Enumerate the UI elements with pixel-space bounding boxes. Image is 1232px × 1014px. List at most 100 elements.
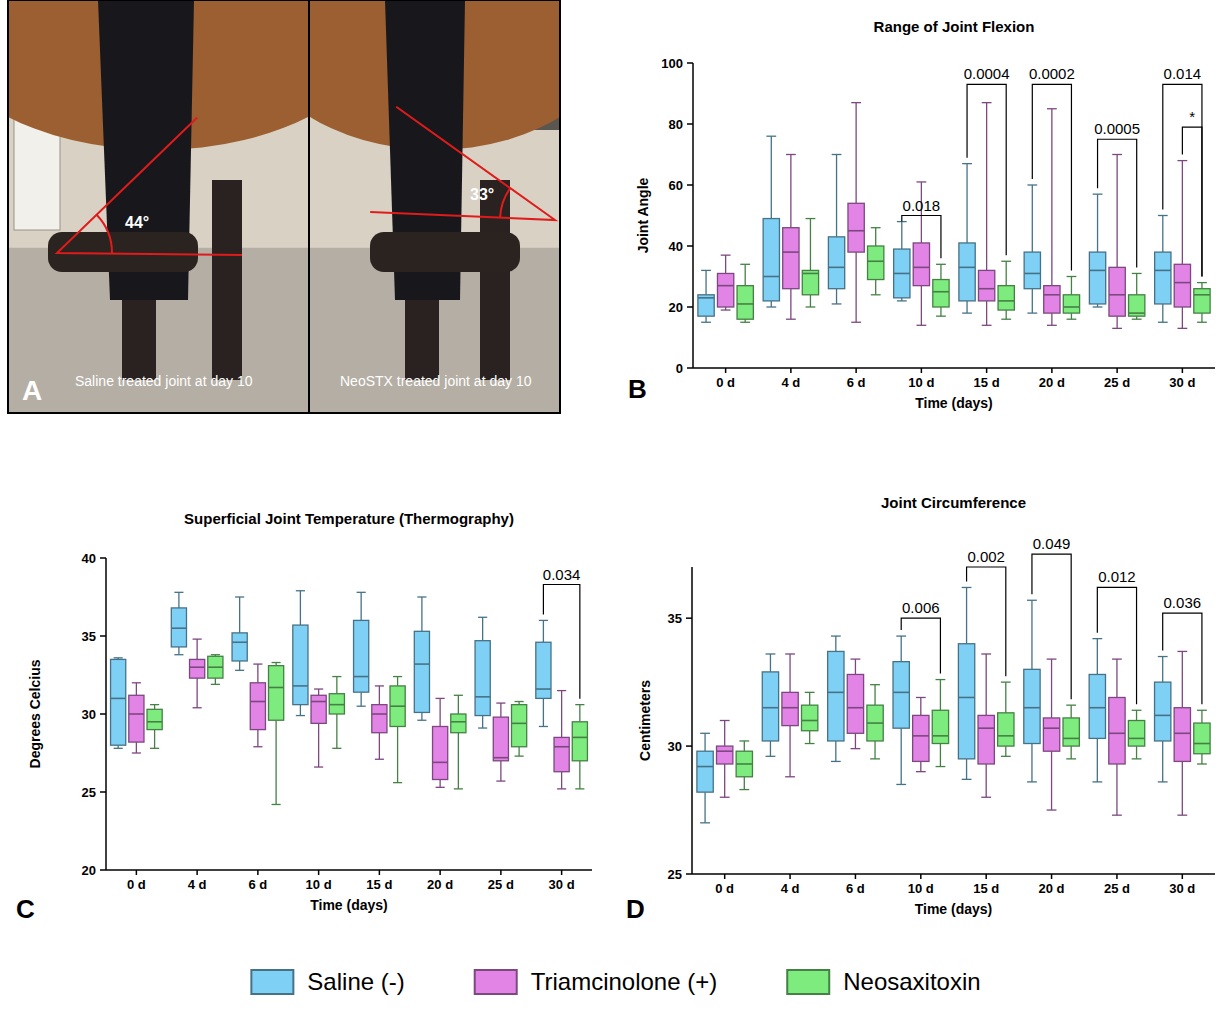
whisker-cap xyxy=(539,620,548,621)
whisker-lower xyxy=(178,647,179,655)
x-axis-title: Time (days) xyxy=(915,395,993,411)
significance-label: 0.0005 xyxy=(1094,120,1140,137)
box xyxy=(933,280,949,307)
y-tick-label: 30 xyxy=(668,739,682,754)
whisker-upper xyxy=(561,691,562,738)
x-tick-label: 30 d xyxy=(1169,881,1195,896)
x-axis-title: Time (days) xyxy=(915,901,993,917)
whisker-cap xyxy=(720,797,730,798)
whisker-lower xyxy=(1136,746,1137,759)
significance-label: * xyxy=(1189,108,1195,125)
whisker-cap xyxy=(211,684,220,685)
box xyxy=(536,642,551,698)
whisker-upper xyxy=(770,654,771,672)
y-axis xyxy=(692,63,694,368)
whisker-cap xyxy=(1001,261,1011,262)
whisker-upper xyxy=(1005,682,1006,713)
whisker-cap xyxy=(936,679,946,680)
whisker-cap xyxy=(174,654,183,655)
whisker-lower xyxy=(921,286,922,326)
significance-label: 0.018 xyxy=(903,197,941,214)
box xyxy=(782,692,798,725)
y-tick-label: 100 xyxy=(661,56,683,71)
x-tick xyxy=(561,870,563,875)
median xyxy=(1109,732,1125,734)
whisker-lower xyxy=(1051,313,1052,325)
whisker-cap xyxy=(296,715,305,716)
whisker-upper xyxy=(705,270,706,294)
x-tick-label: 4 d xyxy=(781,375,800,390)
box xyxy=(390,686,405,727)
whisker-lower xyxy=(986,764,987,797)
whisker-cap xyxy=(1027,312,1037,313)
x-tick-label: 10 d xyxy=(908,375,934,390)
whisker-cap xyxy=(1158,656,1168,657)
whisker-upper xyxy=(1182,651,1183,707)
x-tick xyxy=(196,870,198,875)
whisker-cap xyxy=(193,707,202,708)
significance-bracket xyxy=(1097,587,1136,704)
whisker-upper xyxy=(790,155,791,228)
median xyxy=(978,727,994,729)
whisker-upper xyxy=(875,228,876,246)
whisker-upper xyxy=(1201,710,1202,723)
y-tick xyxy=(686,617,692,619)
whisker-upper xyxy=(901,222,902,249)
median xyxy=(1174,282,1190,284)
whisker-lower xyxy=(809,731,810,744)
whisker-cap xyxy=(1027,184,1037,185)
box xyxy=(354,620,369,692)
x-tick xyxy=(257,870,259,875)
whisker-cap xyxy=(132,682,141,683)
whisker-cap xyxy=(1177,328,1187,329)
whisker-cap xyxy=(1066,705,1076,706)
whisker-lower xyxy=(940,744,941,767)
median xyxy=(1089,270,1105,272)
whisker-cap xyxy=(805,692,815,693)
whisker-lower xyxy=(1201,313,1202,322)
whisker-cap xyxy=(1197,322,1207,323)
median xyxy=(311,701,326,703)
median xyxy=(1024,707,1040,709)
whisker-upper xyxy=(1032,185,1033,252)
median xyxy=(913,735,929,737)
box xyxy=(959,243,975,301)
whisker-lower xyxy=(770,741,771,756)
whisker-cap xyxy=(174,592,183,593)
x-tick xyxy=(789,874,791,879)
whisker-upper xyxy=(439,698,440,726)
y-tick-label: 30 xyxy=(82,707,96,722)
whisker-upper xyxy=(239,597,240,633)
whisker-cap xyxy=(211,654,220,655)
whisker-upper xyxy=(1097,194,1098,252)
box xyxy=(802,270,818,294)
whisker-cap xyxy=(478,727,487,728)
whisker-cap xyxy=(700,733,710,734)
box xyxy=(717,273,733,307)
whisker-lower xyxy=(940,307,941,316)
box xyxy=(978,715,994,764)
median xyxy=(737,303,753,305)
median xyxy=(171,627,186,629)
whisker-lower xyxy=(874,741,875,759)
whisker-upper xyxy=(579,705,580,722)
whisker-cap xyxy=(851,748,861,749)
whisker-upper xyxy=(500,703,501,717)
box xyxy=(372,705,387,733)
angle-label: 33° xyxy=(470,186,494,203)
whisker-cap xyxy=(1132,319,1142,320)
whisker-cap xyxy=(720,720,730,721)
whisker-cap xyxy=(962,312,972,313)
median xyxy=(932,735,948,737)
whisker-cap xyxy=(393,782,402,783)
box xyxy=(698,295,714,316)
y-tick xyxy=(686,873,692,875)
whisker-cap xyxy=(357,592,366,593)
whisker-cap xyxy=(1092,638,1102,639)
whisker-upper xyxy=(1051,659,1052,718)
whisker-cap xyxy=(766,653,776,654)
whisker-cap xyxy=(701,322,711,323)
y-tick-label: 35 xyxy=(668,611,682,626)
x-tick xyxy=(855,874,857,879)
x-tick xyxy=(1116,368,1118,373)
